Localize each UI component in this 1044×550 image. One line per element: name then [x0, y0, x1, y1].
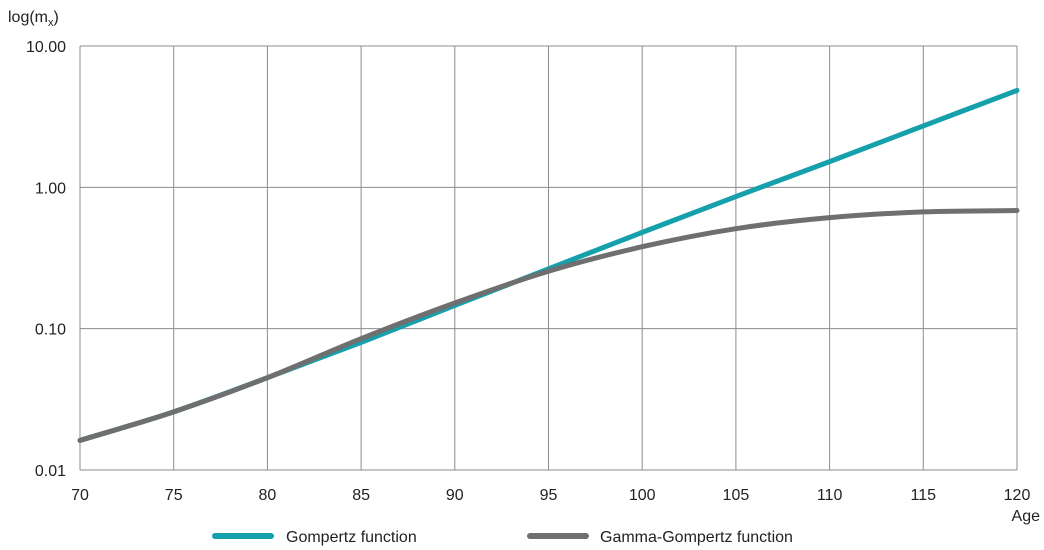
x-tick-label: 120 [1004, 487, 1031, 504]
legend-label-gompertz: Gompertz function [286, 529, 417, 546]
legend-label-gamma-gompertz: Gamma-Gompertz function [600, 529, 793, 546]
legend: Gompertz function Gamma-Gompertz function [212, 529, 793, 546]
x-tick-label: 75 [165, 487, 183, 504]
x-tick-label: 70 [71, 487, 89, 504]
x-tick-label: 110 [817, 487, 843, 504]
x-tick-label: 85 [352, 487, 370, 504]
x-tick-label: 100 [629, 487, 656, 504]
y-tick-label: 0.01 [35, 463, 66, 480]
x-tick-label: 105 [723, 487, 750, 504]
y-tick-label: 1.00 [35, 180, 66, 197]
x-tick-label: 90 [446, 487, 464, 504]
y-tick-label: 10.00 [26, 39, 66, 56]
x-tick-label: 95 [540, 487, 558, 504]
y-axis-ticks: 0.01 0.10 1.00 10.00 [26, 39, 66, 480]
x-axis-label: Age [1012, 508, 1041, 525]
series-lines [77, 87, 1020, 443]
y-tick-label: 0.10 [35, 322, 66, 339]
series-line-gamma-gompertz [77, 208, 1020, 443]
x-axis-ticks: 70 75 80 85 90 95 100 105 110 115 120 [71, 487, 1030, 504]
x-tick-label: 80 [259, 487, 277, 504]
x-tick-label: 115 [911, 487, 937, 504]
grid [79, 45, 1018, 471]
y-axis-label: log(mx) [8, 9, 59, 29]
